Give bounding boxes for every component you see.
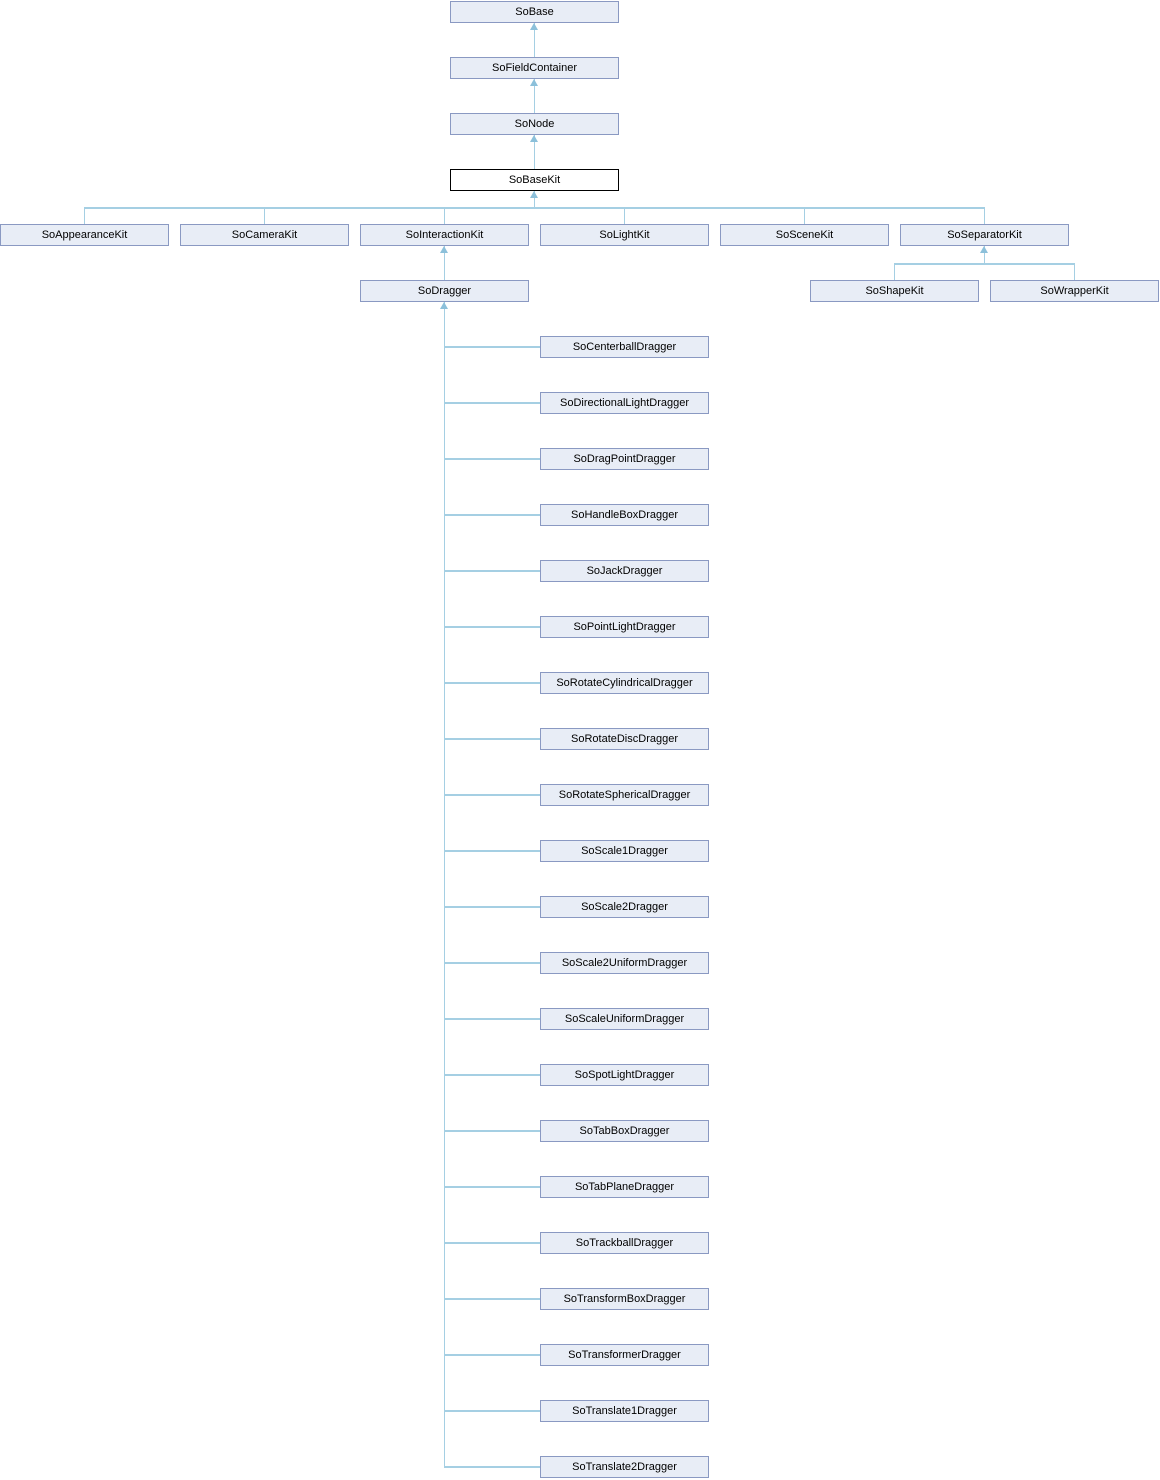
class-node-sotabplanedragger[interactable]: SoTabPlaneDragger xyxy=(540,1176,709,1198)
class-node-sodirectionallightdragger[interactable]: SoDirectionalLightDragger xyxy=(540,392,709,414)
edge-line-vertical xyxy=(804,209,805,224)
class-node-solightkit[interactable]: SoLightKit xyxy=(540,224,709,246)
edge-line-horizontal xyxy=(444,1298,540,1300)
edge-line-horizontal xyxy=(444,514,540,516)
class-node-soshapekit[interactable]: SoShapeKit xyxy=(810,280,979,302)
class-node-socamerakit[interactable]: SoCameraKit xyxy=(180,224,349,246)
edge-line-vertical xyxy=(894,265,895,280)
edge-line-vertical xyxy=(534,191,535,209)
arrow-up-icon xyxy=(440,302,448,309)
edge-line-horizontal xyxy=(444,1410,540,1412)
edge-line-vertical xyxy=(444,209,445,224)
class-node-sowrapperkit[interactable]: SoWrapperKit xyxy=(990,280,1159,302)
edge-line-vertical xyxy=(534,79,535,113)
arrow-up-icon xyxy=(530,191,538,198)
edge-line-horizontal xyxy=(444,794,540,796)
class-node-sohandleboxdragger[interactable]: SoHandleBoxDragger xyxy=(540,504,709,526)
edge-line-horizontal xyxy=(444,626,540,628)
edge-line-horizontal xyxy=(444,962,540,964)
class-node-sotranslate2dragger[interactable]: SoTranslate2Dragger xyxy=(540,1456,709,1478)
arrow-up-icon xyxy=(530,79,538,86)
class-node-sopointlightdragger[interactable]: SoPointLightDragger xyxy=(540,616,709,638)
class-node-sobase[interactable]: SoBase xyxy=(450,1,619,23)
edge-line-horizontal xyxy=(444,1466,540,1468)
class-node-sotransformboxdragger[interactable]: SoTransformBoxDragger xyxy=(540,1288,709,1310)
edge-line-horizontal xyxy=(444,1186,540,1188)
edge-line-vertical xyxy=(1074,265,1075,280)
edge-line-vertical xyxy=(84,209,85,224)
edge-line-horizontal xyxy=(444,1074,540,1076)
class-node-soseparatorkit[interactable]: SoSeparatorKit xyxy=(900,224,1069,246)
edge-line-horizontal xyxy=(444,1130,540,1132)
class-node-sorotatesphericaldragger[interactable]: SoRotateSphericalDragger xyxy=(540,784,709,806)
class-node-sodragpointdragger[interactable]: SoDragPointDragger xyxy=(540,448,709,470)
edge-line-vertical xyxy=(534,23,535,57)
class-node-sotabboxdragger[interactable]: SoTabBoxDragger xyxy=(540,1120,709,1142)
edge-line-horizontal xyxy=(444,346,540,348)
edge-line-horizontal xyxy=(444,402,540,404)
class-node-soscale1dragger[interactable]: SoScale1Dragger xyxy=(540,840,709,862)
edge-line-horizontal xyxy=(444,682,540,684)
edge-line-horizontal xyxy=(894,263,1075,265)
class-node-soscale2uniformdragger[interactable]: SoScale2UniformDragger xyxy=(540,952,709,974)
edge-line-horizontal xyxy=(444,570,540,572)
class-node-sonode[interactable]: SoNode xyxy=(450,113,619,135)
edge-line-vertical xyxy=(264,209,265,224)
edge-line-horizontal xyxy=(444,1354,540,1356)
class-node-soscenekit[interactable]: SoSceneKit xyxy=(720,224,889,246)
edge-line-vertical xyxy=(624,209,625,224)
class-node-sorotatediscdragger[interactable]: SoRotateDiscDragger xyxy=(540,728,709,750)
class-node-soappearancekit[interactable]: SoAppearanceKit xyxy=(0,224,169,246)
edge-line-horizontal xyxy=(444,458,540,460)
class-node-sofieldcontainer[interactable]: SoFieldContainer xyxy=(450,57,619,79)
edge-line-horizontal xyxy=(444,850,540,852)
class-node-sodragger[interactable]: SoDragger xyxy=(360,280,529,302)
arrow-up-icon xyxy=(980,246,988,253)
class-node-sojackdragger[interactable]: SoJackDragger xyxy=(540,560,709,582)
class-node-sospotlightdragger[interactable]: SoSpotLightDragger xyxy=(540,1064,709,1086)
class-node-sobasekit: SoBaseKit xyxy=(450,169,619,191)
edge-line-vertical xyxy=(984,209,985,224)
class-node-socenterballdragger[interactable]: SoCenterballDragger xyxy=(540,336,709,358)
edge-line-horizontal xyxy=(444,1242,540,1244)
edge-line-vertical xyxy=(534,135,535,169)
arrow-up-icon xyxy=(440,246,448,253)
class-node-sotranslate1dragger[interactable]: SoTranslate1Dragger xyxy=(540,1400,709,1422)
edge-line-vertical xyxy=(984,246,985,263)
arrow-up-icon xyxy=(530,23,538,30)
class-node-soscaleuniformdragger[interactable]: SoScaleUniformDragger xyxy=(540,1008,709,1030)
edge-line-horizontal xyxy=(444,1018,540,1020)
class-node-sointeractionkit[interactable]: SoInteractionKit xyxy=(360,224,529,246)
arrow-up-icon xyxy=(530,135,538,142)
class-node-soscale2dragger[interactable]: SoScale2Dragger xyxy=(540,896,709,918)
edge-line-vertical xyxy=(444,302,445,1468)
class-node-sotrackballdragger[interactable]: SoTrackballDragger xyxy=(540,1232,709,1254)
edge-line-vertical xyxy=(444,246,445,280)
class-node-sorotatecylindricaldragger[interactable]: SoRotateCylindricalDragger xyxy=(540,672,709,694)
edge-line-horizontal xyxy=(444,738,540,740)
class-node-sotransformerdragger[interactable]: SoTransformerDragger xyxy=(540,1344,709,1366)
edge-line-horizontal xyxy=(444,906,540,908)
